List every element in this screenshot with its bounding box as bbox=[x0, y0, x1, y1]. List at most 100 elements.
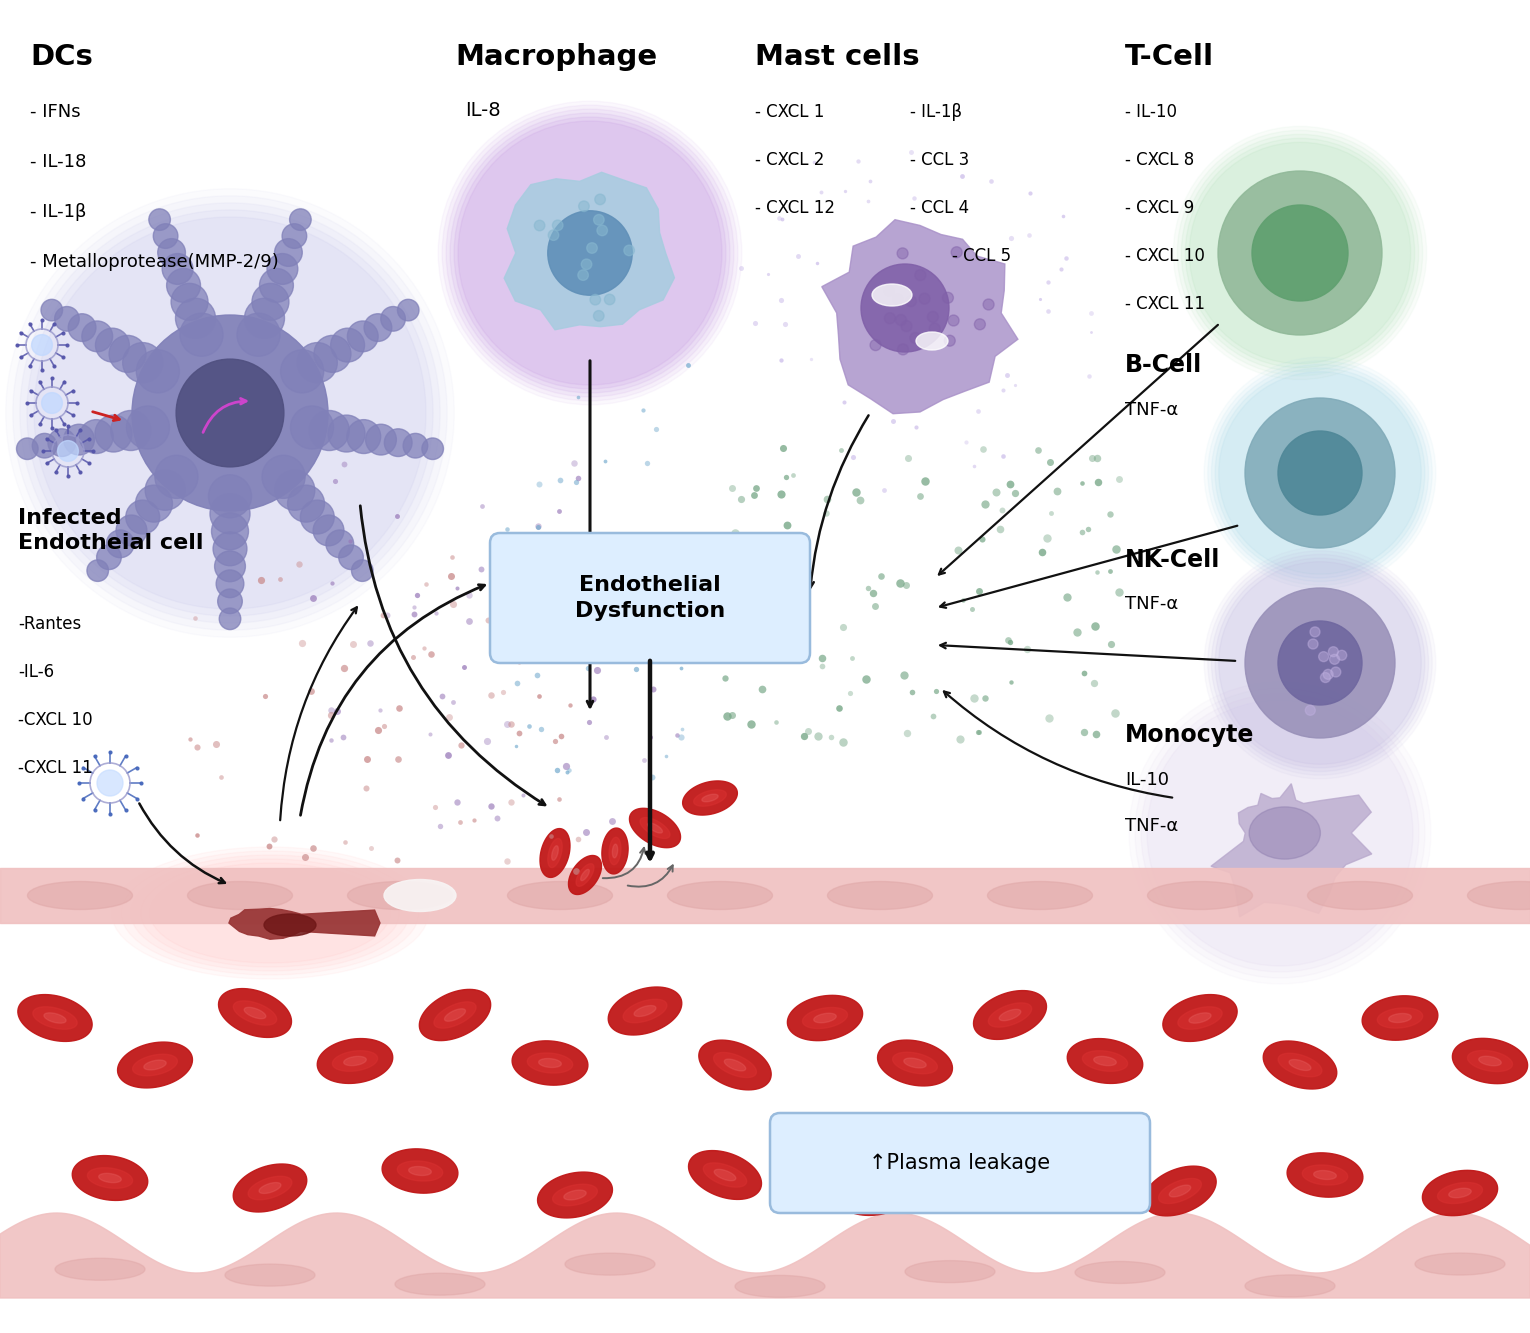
Circle shape bbox=[210, 493, 249, 533]
Polygon shape bbox=[612, 844, 618, 858]
Circle shape bbox=[975, 319, 985, 329]
Point bbox=[1103, 539, 1128, 560]
Point bbox=[786, 245, 811, 267]
Point bbox=[1085, 561, 1109, 583]
Circle shape bbox=[1245, 399, 1395, 548]
Circle shape bbox=[314, 515, 344, 545]
Point bbox=[1069, 473, 1094, 495]
Point bbox=[384, 849, 409, 870]
Point bbox=[754, 607, 779, 628]
Point bbox=[494, 613, 519, 635]
Circle shape bbox=[347, 321, 378, 352]
Circle shape bbox=[906, 296, 916, 307]
Polygon shape bbox=[623, 1000, 667, 1022]
Polygon shape bbox=[1377, 1008, 1423, 1028]
Circle shape bbox=[262, 456, 304, 499]
Point bbox=[546, 500, 571, 521]
Point bbox=[488, 595, 513, 616]
Point bbox=[436, 745, 461, 766]
Point bbox=[773, 313, 797, 335]
Circle shape bbox=[352, 560, 373, 581]
Text: B-Cell: B-Cell bbox=[1125, 353, 1203, 377]
Polygon shape bbox=[1449, 1188, 1472, 1198]
Circle shape bbox=[1215, 368, 1424, 579]
Text: TNF-α: TNF-α bbox=[1125, 401, 1178, 419]
Circle shape bbox=[80, 420, 113, 453]
Point bbox=[439, 565, 464, 587]
Circle shape bbox=[895, 315, 906, 325]
Polygon shape bbox=[601, 828, 629, 874]
Point bbox=[422, 797, 447, 818]
Point bbox=[1069, 521, 1094, 543]
Point bbox=[1099, 633, 1123, 655]
Point bbox=[643, 535, 667, 556]
Polygon shape bbox=[988, 1149, 1062, 1197]
Circle shape bbox=[282, 224, 306, 248]
Point bbox=[774, 604, 799, 625]
Circle shape bbox=[381, 307, 405, 331]
Circle shape bbox=[116, 515, 147, 545]
Text: - IL-18: - IL-18 bbox=[31, 153, 86, 171]
Point bbox=[805, 252, 829, 273]
Point bbox=[1039, 503, 1063, 524]
Circle shape bbox=[944, 335, 955, 347]
Point bbox=[413, 573, 438, 595]
Point bbox=[525, 515, 549, 536]
Polygon shape bbox=[1467, 1050, 1513, 1072]
Point bbox=[600, 810, 624, 832]
Text: Endothelial
Dysfunction: Endothelial Dysfunction bbox=[575, 575, 725, 621]
Polygon shape bbox=[409, 1166, 431, 1176]
Polygon shape bbox=[803, 1008, 848, 1029]
Text: -CXCL 10: -CXCL 10 bbox=[18, 710, 93, 729]
Text: DCs: DCs bbox=[31, 43, 93, 71]
Text: - CXCL 9: - CXCL 9 bbox=[1125, 199, 1195, 217]
Point bbox=[528, 685, 552, 706]
Point bbox=[872, 480, 897, 501]
Point bbox=[809, 647, 834, 668]
Circle shape bbox=[69, 313, 96, 341]
Point bbox=[300, 837, 324, 858]
Point bbox=[831, 391, 855, 412]
Circle shape bbox=[171, 284, 208, 320]
Point bbox=[496, 608, 520, 629]
Circle shape bbox=[219, 608, 240, 629]
Point bbox=[1086, 472, 1111, 493]
Polygon shape bbox=[988, 1002, 1031, 1028]
Point bbox=[669, 726, 693, 748]
Circle shape bbox=[884, 285, 895, 296]
Point bbox=[249, 569, 274, 591]
Point bbox=[1106, 581, 1131, 603]
Circle shape bbox=[176, 359, 285, 467]
Circle shape bbox=[1215, 559, 1424, 768]
Circle shape bbox=[309, 411, 349, 451]
Point bbox=[988, 519, 1013, 540]
Point bbox=[451, 656, 476, 677]
Circle shape bbox=[6, 189, 454, 637]
Circle shape bbox=[1252, 205, 1348, 301]
Circle shape bbox=[929, 323, 941, 335]
Circle shape bbox=[1135, 688, 1424, 978]
Point bbox=[594, 451, 618, 472]
Point bbox=[1073, 663, 1097, 684]
Point bbox=[566, 387, 591, 408]
Polygon shape bbox=[245, 1008, 266, 1018]
Point bbox=[780, 464, 805, 485]
Ellipse shape bbox=[1308, 881, 1412, 909]
Circle shape bbox=[597, 225, 607, 236]
Polygon shape bbox=[1302, 1165, 1348, 1185]
Point bbox=[719, 704, 744, 725]
Point bbox=[739, 713, 763, 734]
Point bbox=[441, 692, 465, 713]
Circle shape bbox=[454, 117, 725, 389]
Circle shape bbox=[274, 239, 303, 267]
Point bbox=[505, 672, 529, 693]
Circle shape bbox=[338, 545, 363, 569]
Point bbox=[990, 445, 1014, 467]
Point bbox=[332, 453, 356, 475]
Circle shape bbox=[1308, 639, 1317, 649]
Circle shape bbox=[148, 209, 170, 231]
Point bbox=[855, 577, 880, 599]
Circle shape bbox=[32, 335, 52, 356]
Point bbox=[427, 814, 451, 836]
Circle shape bbox=[291, 407, 334, 449]
